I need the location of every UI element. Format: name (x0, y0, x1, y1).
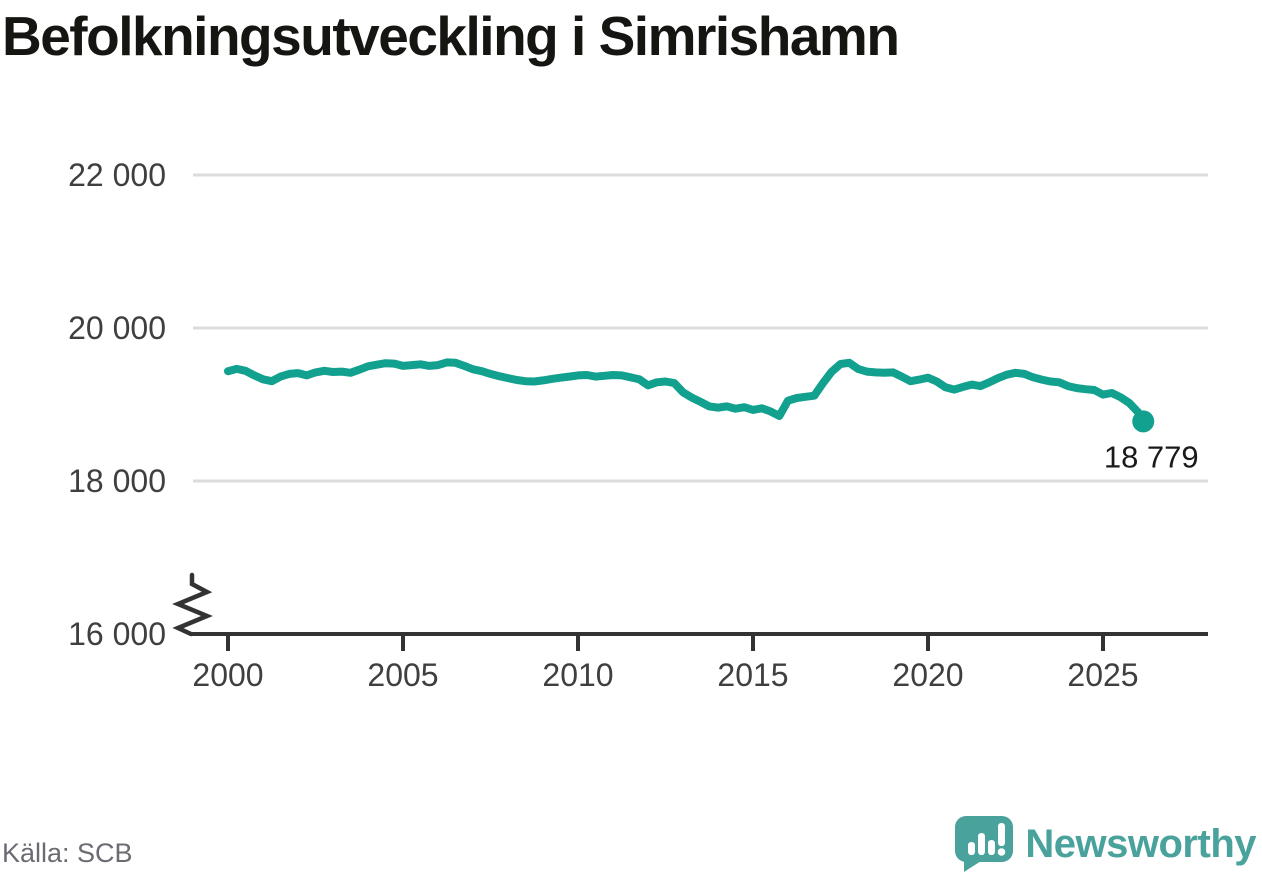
page-title: Befolkningsutveckling i Simrishamn (2, 5, 900, 67)
y-tick-label: 16 000 (68, 616, 166, 652)
x-tick-label: 2025 (1067, 657, 1138, 693)
newsworthy-logo: Newsworthy (955, 816, 1256, 873)
x-axis: 2000 2005 2010 2015 2020 2025 (191, 632, 1208, 693)
axis-break-zigzag (172, 572, 213, 637)
end-value-annotation: 18 779 (1104, 410, 1199, 474)
population-line (224, 358, 1148, 426)
y-axis-labels: 16 000 18 000 20 000 22 000 (68, 157, 166, 652)
y-tick-label: 20 000 (68, 310, 166, 346)
series-line (224, 358, 1148, 426)
y-tick-label: 22 000 (68, 157, 166, 193)
axis-break-icon (172, 572, 213, 637)
x-tick-label: 2015 (717, 657, 788, 693)
end-dot (1132, 410, 1155, 433)
y-tick-label: 18 000 (68, 463, 166, 499)
source-caption: Källa: SCB (2, 838, 133, 868)
bar-chart-speech-bubble-icon (955, 816, 1014, 872)
brand-name: Newsworthy (1025, 822, 1256, 866)
x-tick-label: 2020 (892, 657, 963, 693)
end-value-label: 18 779 (1104, 439, 1199, 474)
x-tick-label: 2005 (367, 657, 438, 693)
x-tick-label: 2000 (192, 657, 263, 693)
x-tick-label: 2010 (542, 657, 613, 693)
